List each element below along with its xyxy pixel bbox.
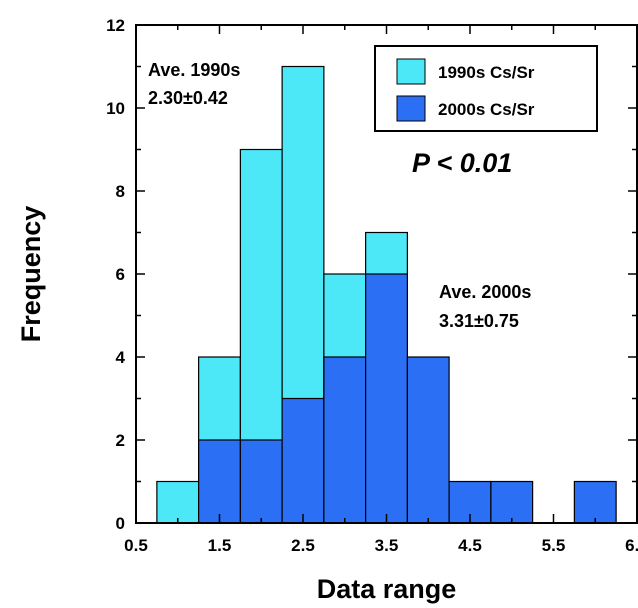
x-tick-label: 0.5	[124, 536, 148, 555]
x-tick-label: 2.5	[291, 536, 315, 555]
annotation-ave-2000s-value: 3.31±0.75	[439, 311, 519, 331]
legend-swatch-1990s	[396, 58, 426, 85]
x-tick-label: 4.5	[458, 536, 482, 555]
y-tick-label: 0	[116, 514, 125, 533]
y-tick-label: 12	[106, 16, 125, 35]
y-tick-label: 2	[116, 431, 125, 450]
bar-2000s-2	[239, 439, 283, 524]
legend-label-1990s: 1990s Cs/Sr	[438, 63, 535, 82]
axis-ticks	[135, 24, 638, 524]
x-axis-label: Data range	[317, 574, 457, 604]
annotation-ave-2000s-title: Ave. 2000s	[439, 282, 531, 302]
annotation-ave-1990s-title: Ave. 1990s	[148, 60, 240, 80]
x-tick-label: 5.5	[542, 536, 566, 555]
y-tick-labels: 0 2 4 6 8 10 12	[106, 16, 125, 533]
bar-2000s-2.5	[281, 397, 325, 524]
x-tick-label: 6.5	[625, 536, 638, 555]
y-tick-label: 4	[116, 348, 126, 367]
y-tick-label: 8	[116, 182, 125, 201]
bar-2000s-3.5	[365, 273, 408, 524]
x-tick-label: 1.5	[208, 536, 232, 555]
x-tick-label: 3.5	[375, 536, 399, 555]
bar-2000s-5	[490, 480, 534, 524]
bar-2000s-6	[573, 480, 617, 524]
legend-swatch-2000s	[396, 95, 426, 122]
bar-2000s-1.5	[198, 439, 241, 524]
bar-2000s-3	[323, 356, 367, 524]
x-tick-labels: 0.5 1.5 2.5 3.5 4.5 5.5 6.5	[124, 536, 638, 555]
annotation-p-value: P < 0.01	[412, 148, 512, 178]
y-tick-label: 10	[106, 99, 125, 118]
legend-label-2000s: 2000s Cs/Sr	[438, 100, 535, 119]
annotation-ave-1990s-value: 2.30±0.42	[148, 88, 228, 108]
legend: 1990s Cs/Sr 2000s Cs/Sr	[374, 45, 598, 132]
bar-2000s-4	[406, 356, 450, 524]
bar-1990s-1	[156, 480, 200, 524]
y-axis-label: Frequency	[16, 206, 46, 343]
y-tick-label: 6	[116, 265, 125, 284]
